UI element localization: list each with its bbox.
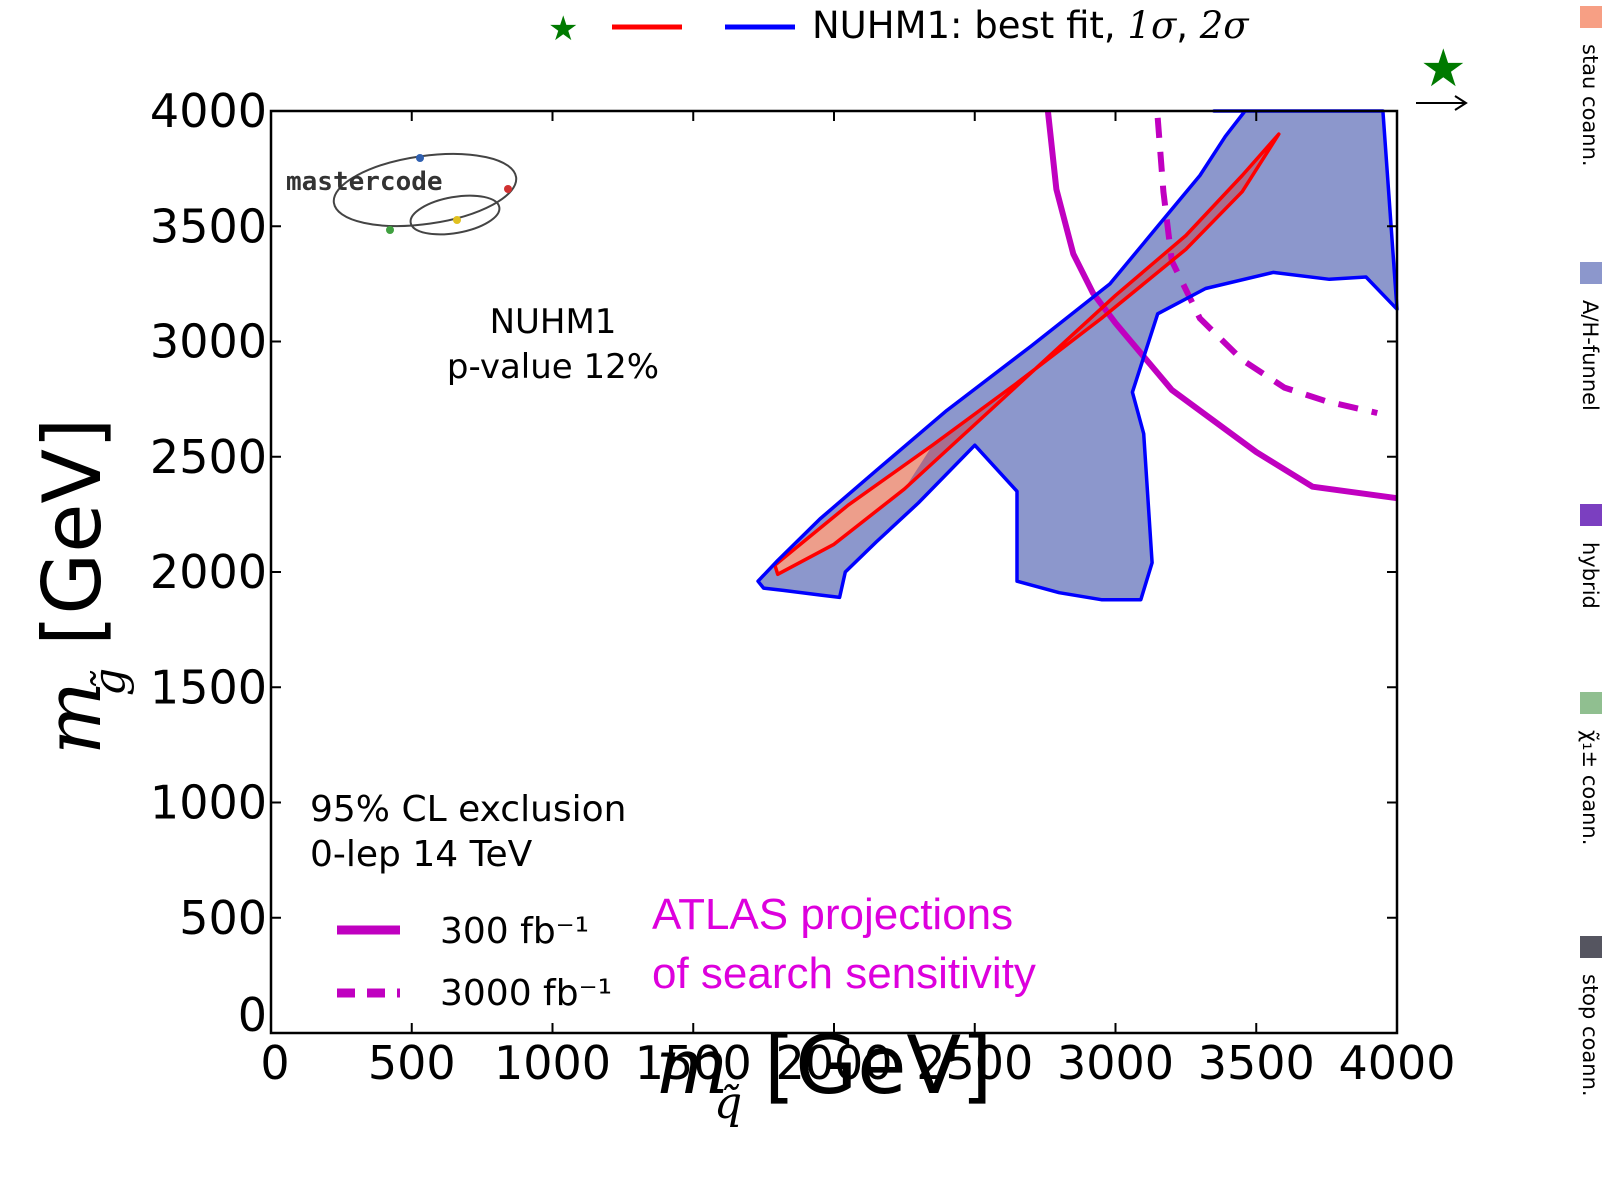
atlas-label-2: of search sensitivity	[652, 949, 1036, 998]
x-axis-variable: m	[655, 1022, 729, 1112]
region-swatch	[1580, 504, 1602, 526]
y-tick-label: 1000	[150, 776, 267, 830]
x-tick-label: 1500	[635, 1036, 752, 1090]
region-label: stop coann.	[1578, 974, 1602, 1097]
two-sigma-contour	[756, 109, 1399, 602]
y-tick-label: 4000	[150, 84, 267, 138]
best-fit-outside-star-icon: ★	[1420, 39, 1467, 99]
p-value: p-value 12%	[447, 347, 659, 387]
top-legend-sig2: 2σ	[1199, 4, 1251, 47]
legend-300-label: 300 fb⁻¹	[440, 911, 589, 952]
stau-coann-region	[774, 134, 1279, 575]
region-label: hybrid	[1578, 542, 1602, 609]
logo-text: mastercode	[286, 167, 443, 197]
region-swatch	[1580, 6, 1602, 28]
x-tick-label: 3000	[1057, 1036, 1174, 1090]
region-label: A/H-funnel	[1578, 300, 1602, 411]
exclusion-line-0	[1044, 110, 1398, 502]
hybrid-region	[904, 134, 1279, 489]
atlas-label-1: ATLAS projections	[652, 890, 1013, 939]
model-name: NUHM1	[490, 302, 617, 342]
x-tick-label: 3500	[1198, 1036, 1315, 1090]
ticks-layer: 0 500 1000 1500 2000 2500 3000 3500 4000 0 500 1000…	[150, 84, 1456, 1090]
region-legend: stau coann. A/H-funnel hybrid χ̃₁± coann. st…	[1578, 6, 1602, 1097]
x-tick-label: 2000	[775, 1036, 892, 1090]
x-axis-unit: [GeV]	[764, 1019, 992, 1112]
exclusion-line-1	[1154, 117, 1378, 416]
exclusion-subtitle: 0-lep 14 TeV	[310, 834, 533, 875]
x-tick-label: 0	[260, 1036, 289, 1090]
y-tick-label: 2500	[150, 430, 267, 484]
top-legend-text: NUHM1: best fit, 1σ, 2σ	[812, 4, 1250, 47]
y-axis-unit: [GeV]	[26, 418, 119, 646]
region-swatch	[1580, 262, 1602, 284]
x-tick-label: 1000	[494, 1036, 611, 1090]
right-arrow-icon	[1416, 95, 1468, 111]
top-legend-sep: ,	[1176, 4, 1200, 47]
x-tick-label: 2500	[916, 1036, 1033, 1090]
top-legend-label: NUHM1: best fit,	[812, 4, 1127, 47]
x-axis-subscript: q̃	[714, 1078, 742, 1129]
top-legend-sig1: 1σ	[1127, 4, 1178, 47]
y-axis-subscript: g̃	[84, 668, 135, 696]
lines-layer	[756, 109, 1399, 602]
y-axis-title: m g̃ [GeV]	[26, 418, 135, 755]
exclusion-title: 95% CL exclusion	[310, 789, 627, 830]
legend-3000-label: 3000 fb⁻¹	[440, 973, 612, 1014]
mastercode-logo: mastercode	[286, 152, 518, 236]
y-tick-label: 0	[238, 988, 267, 1042]
x-tick-label: 4000	[1338, 1036, 1455, 1090]
region-swatch	[1580, 692, 1602, 714]
y-axis-variable: m	[29, 681, 119, 755]
y-tick-label: 500	[179, 891, 267, 945]
y-tick-label: 3500	[150, 199, 267, 253]
region-swatch	[1580, 936, 1602, 958]
region-label: stau coann.	[1578, 44, 1602, 167]
region-label: χ̃₁± coann.	[1578, 730, 1602, 845]
one-sigma-contour	[773, 132, 1281, 577]
y-tick-label: 1500	[150, 660, 267, 714]
x-axis-title: m q̃ [GeV]	[655, 1019, 992, 1129]
best-fit-star-icon: ★	[548, 9, 578, 49]
x-tick-label: 500	[368, 1036, 456, 1090]
y-tick-label: 3000	[150, 315, 267, 369]
y-tick-label: 2000	[150, 545, 267, 599]
regions-layer	[758, 111, 1397, 600]
